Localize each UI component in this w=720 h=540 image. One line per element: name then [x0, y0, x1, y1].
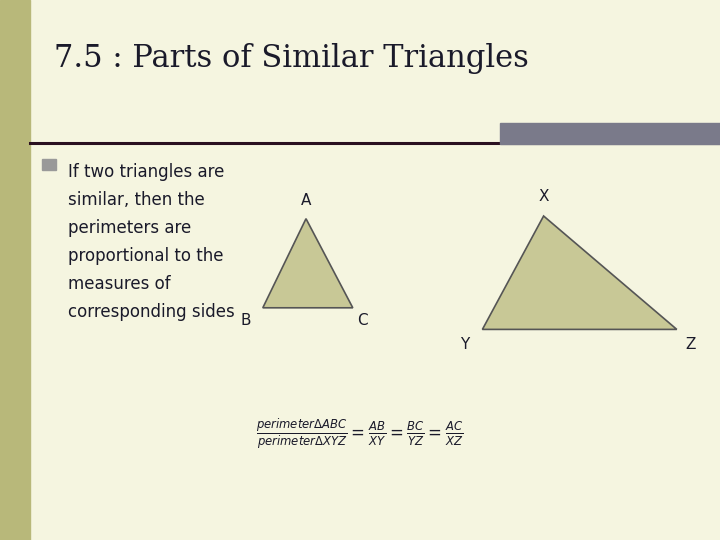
Text: X: X [539, 189, 549, 204]
Polygon shape [482, 216, 677, 329]
Text: corresponding sides: corresponding sides [68, 303, 235, 321]
Bar [0, 0, 30, 540]
Text: 7.5 : Parts of Similar Triangles: 7.5 : Parts of Similar Triangles [54, 43, 529, 74]
Text: Z: Z [685, 337, 696, 352]
Text: perimeters are: perimeters are [68, 219, 192, 237]
Text: Y: Y [460, 337, 469, 352]
Text: measures of: measures of [68, 275, 171, 293]
Text: proportional to the: proportional to the [68, 247, 224, 265]
Text: B: B [240, 313, 251, 328]
Bar [42, 159, 56, 170]
Bar [500, 123, 720, 144]
Text: If two triangles are: If two triangles are [68, 163, 225, 181]
Text: C: C [357, 313, 368, 328]
Text: $\frac{perimeter\Delta ABC}{perimeter\Delta XYZ} = \frac{AB}{XY} = \frac{BC}{YZ}: $\frac{perimeter\Delta ABC}{perimeter\De… [256, 417, 464, 453]
Polygon shape [263, 219, 353, 308]
Text: similar, then the: similar, then the [68, 191, 205, 209]
Text: A: A [301, 193, 311, 208]
